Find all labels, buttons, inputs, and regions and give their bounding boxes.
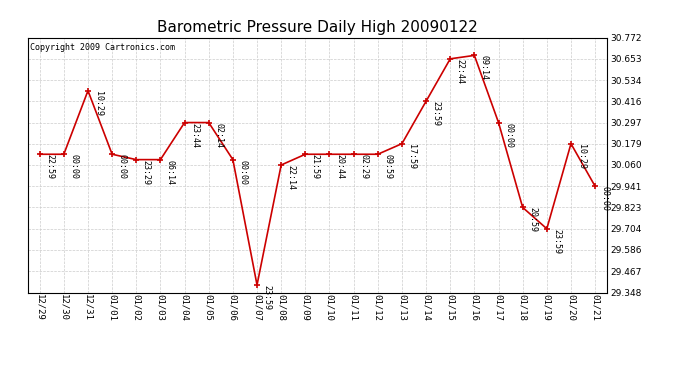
Text: Copyright 2009 Cartronics.com: Copyright 2009 Cartronics.com [30,43,175,52]
Text: 23:44: 23:44 [190,123,199,147]
Text: 22:59: 22:59 [46,154,55,179]
Text: 02:29: 02:29 [359,154,368,179]
Text: 00:00: 00:00 [239,160,248,184]
Text: 22:44: 22:44 [456,59,465,84]
Text: 23:29: 23:29 [142,160,151,184]
Text: 23:59: 23:59 [432,101,441,126]
Text: 23:59: 23:59 [553,229,562,254]
Text: 10:29: 10:29 [94,91,103,116]
Text: 00:00: 00:00 [601,186,610,211]
Text: 09:14: 09:14 [480,56,489,80]
Text: 02:14: 02:14 [215,123,224,147]
Text: 00:00: 00:00 [504,123,513,147]
Text: 23:59: 23:59 [263,285,272,310]
Text: 00:00: 00:00 [70,154,79,179]
Text: 00:00: 00:00 [118,154,127,179]
Text: 09:59: 09:59 [384,154,393,179]
Title: Barometric Pressure Daily High 20090122: Barometric Pressure Daily High 20090122 [157,20,477,35]
Text: 20:59: 20:59 [529,207,538,232]
Text: 06:14: 06:14 [166,160,175,184]
Text: 10:29: 10:29 [577,144,586,169]
Text: 17:59: 17:59 [408,144,417,169]
Text: 21:59: 21:59 [311,154,320,179]
Text: 22:14: 22:14 [287,165,296,190]
Text: 20:44: 20:44 [335,154,344,179]
